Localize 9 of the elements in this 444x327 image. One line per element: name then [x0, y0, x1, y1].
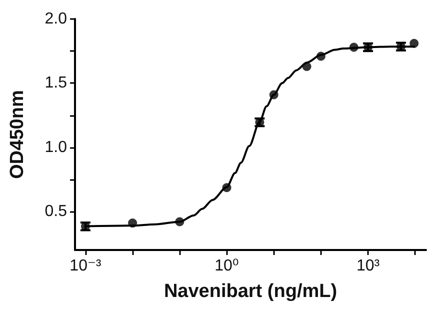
y-axis-title: OD450nm — [7, 90, 28, 179]
y-tick-label: 2.0 — [44, 10, 68, 28]
x-tick-label: 10³ — [356, 258, 380, 274]
x-tick-label: 10⁻³ — [70, 258, 102, 274]
x-tick-label: 10⁰ — [214, 258, 239, 274]
y-tick-label: 0.5 — [44, 203, 68, 220]
y-tick-label: 1.0 — [44, 138, 68, 156]
x-axis-title: Navenibart (ng/mL) — [164, 281, 338, 302]
y-tick-label: 1.5 — [44, 74, 68, 92]
